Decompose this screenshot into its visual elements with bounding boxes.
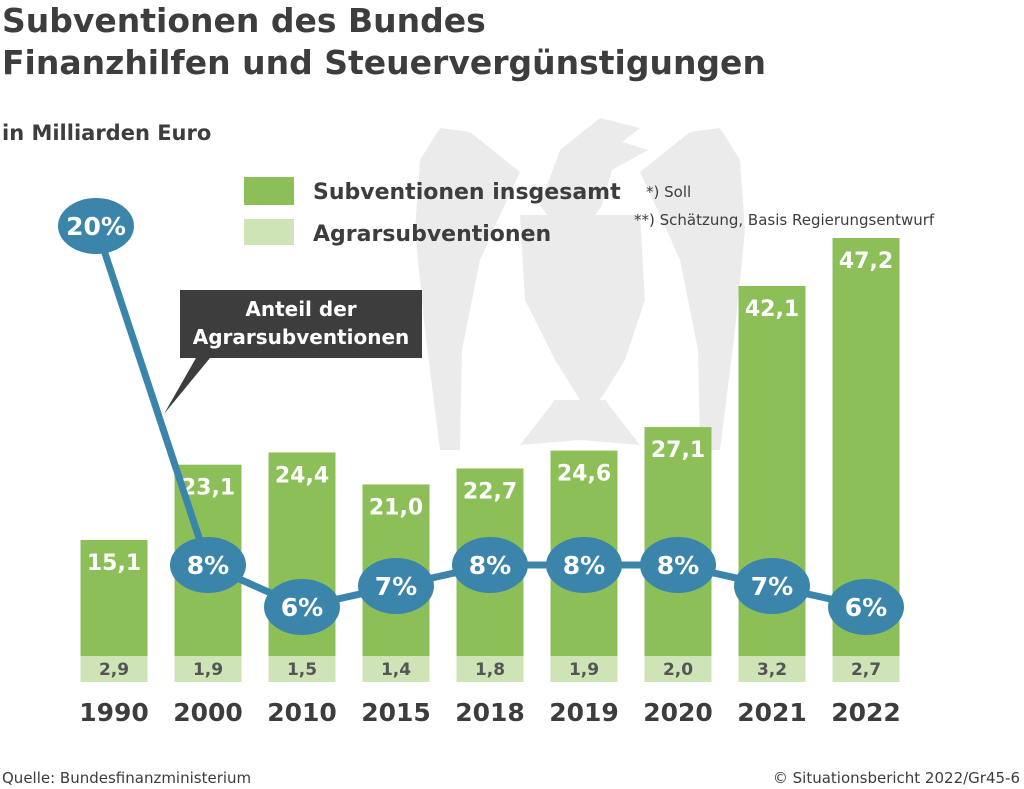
share-value-label: 7%: [375, 572, 417, 601]
callout-box: Anteil der Agrarsubventionen: [164, 290, 422, 414]
bar-agrar-2020: [644, 656, 712, 682]
total-value-label: 22,7: [463, 479, 517, 504]
share-value-label: 8%: [563, 551, 605, 580]
year-tick-label: 2015: [361, 698, 431, 727]
share-marker: [640, 537, 716, 593]
bar-total-2021: [738, 285, 806, 682]
legend-label-agrar: Agrarsubventionen: [313, 222, 551, 247]
share-value-label: 8%: [657, 551, 699, 580]
note-schaetzung: **) Schätzung, Basis Regierungsentwurf: [634, 211, 935, 229]
year-tick-label: 2022: [831, 698, 901, 727]
agrar-value-label: 1,5: [287, 660, 317, 680]
share-marker: [734, 558, 810, 614]
source-note: Quelle: Bundesfinanzministerium: [2, 769, 251, 787]
page-subtitle-line: Finanzhilfen und Steuervergünstigungen: [2, 43, 766, 82]
total-value-label: 24,4: [275, 463, 329, 488]
total-value-label: 24,6: [557, 462, 611, 487]
share-value-label: 6%: [281, 593, 323, 622]
bar-agrar-2010: [268, 656, 336, 682]
bar-agrar-2019: [550, 656, 618, 682]
year-tick-label: 1990: [79, 698, 149, 727]
share-value-label: 8%: [187, 551, 229, 580]
bar-agrar-2021: [738, 656, 806, 682]
year-tick-label: 2021: [737, 698, 807, 727]
year-tick-label: 2019: [549, 698, 619, 727]
share-value-label: 20%: [66, 212, 126, 241]
year-tick-label: 2000: [173, 698, 243, 727]
total-value-label: 42,1: [745, 297, 799, 322]
bar-agrar-2018: [456, 656, 524, 682]
share-marker: [546, 537, 622, 593]
callout-line1: Anteil der: [245, 297, 356, 321]
eagle-watermark-icon: [415, 118, 745, 450]
bar-total-2010: [268, 452, 336, 682]
year-tick-label: 2020: [643, 698, 713, 727]
page-title: Subventionen des Bundes: [2, 1, 486, 40]
note-soll: *) Soll: [646, 183, 691, 201]
agrar-value-label: 1,9: [569, 660, 599, 680]
bar-agrar-1990: [80, 656, 148, 682]
agrar-value-label: 1,4: [381, 660, 411, 680]
total-labels-group: 15,1 23,1 24,4 21,0 22,7 24,6 27,1 42,1 47,2: [87, 249, 893, 576]
unit-label: in Milliarden Euro: [2, 121, 211, 145]
bar-agrar-2022: [832, 656, 900, 682]
total-value-label: 27,1: [651, 438, 705, 463]
copyright-note: © Situationsbericht 2022/Gr45-6: [773, 769, 1020, 787]
agrar-labels-group: 2,9 1,9 1,5 1,4 1,8 1,9 2,0 3,2 2,7: [99, 660, 881, 680]
legend-label-total: Subventionen insgesamt: [313, 180, 621, 205]
year-tick-label: 2010: [267, 698, 337, 727]
year-tick-label: 2018: [455, 698, 525, 727]
total-value-label: 23,1: [181, 476, 235, 501]
share-marker: [264, 579, 340, 635]
bar-agrar-2015: [362, 656, 430, 682]
share-value-label: 8%: [469, 551, 511, 580]
agrar-value-label: 2,0: [663, 660, 693, 680]
agrar-value-label: 1,8: [475, 660, 505, 680]
total-value-label: 21,0: [369, 495, 423, 520]
share-marker: [358, 558, 434, 614]
share-marker: [828, 579, 904, 635]
bar-agrar-2000: [174, 656, 242, 682]
legend: Subventionen insgesamt Agrarsubventionen: [244, 177, 621, 247]
callout-shape: [164, 290, 422, 414]
share-marker: [170, 537, 246, 593]
agrar-value-label: 3,2: [757, 660, 787, 680]
share-value-label: 6%: [845, 593, 887, 622]
share-marker: [58, 198, 134, 254]
callout-line2: Agrarsubventionen: [193, 325, 410, 349]
year-labels-group: 1990 2000 2010 2015 2018 2019 2020 2021 2022: [79, 698, 901, 727]
share-value-label: 7%: [751, 572, 793, 601]
legend-swatch-agrar: [244, 219, 294, 245]
total-value-label: 47,2: [839, 249, 893, 274]
share-line-group: 20% 8% 6% 7% 8% 8% 8% 7% 6%: [58, 198, 904, 635]
share-marker: [452, 537, 528, 593]
total-value-label: 15,1: [87, 551, 141, 576]
legend-swatch-total: [244, 177, 294, 205]
agrar-value-label: 2,9: [99, 660, 129, 680]
agrar-value-label: 2,7: [851, 660, 881, 680]
agrar-value-label: 1,9: [193, 660, 223, 680]
